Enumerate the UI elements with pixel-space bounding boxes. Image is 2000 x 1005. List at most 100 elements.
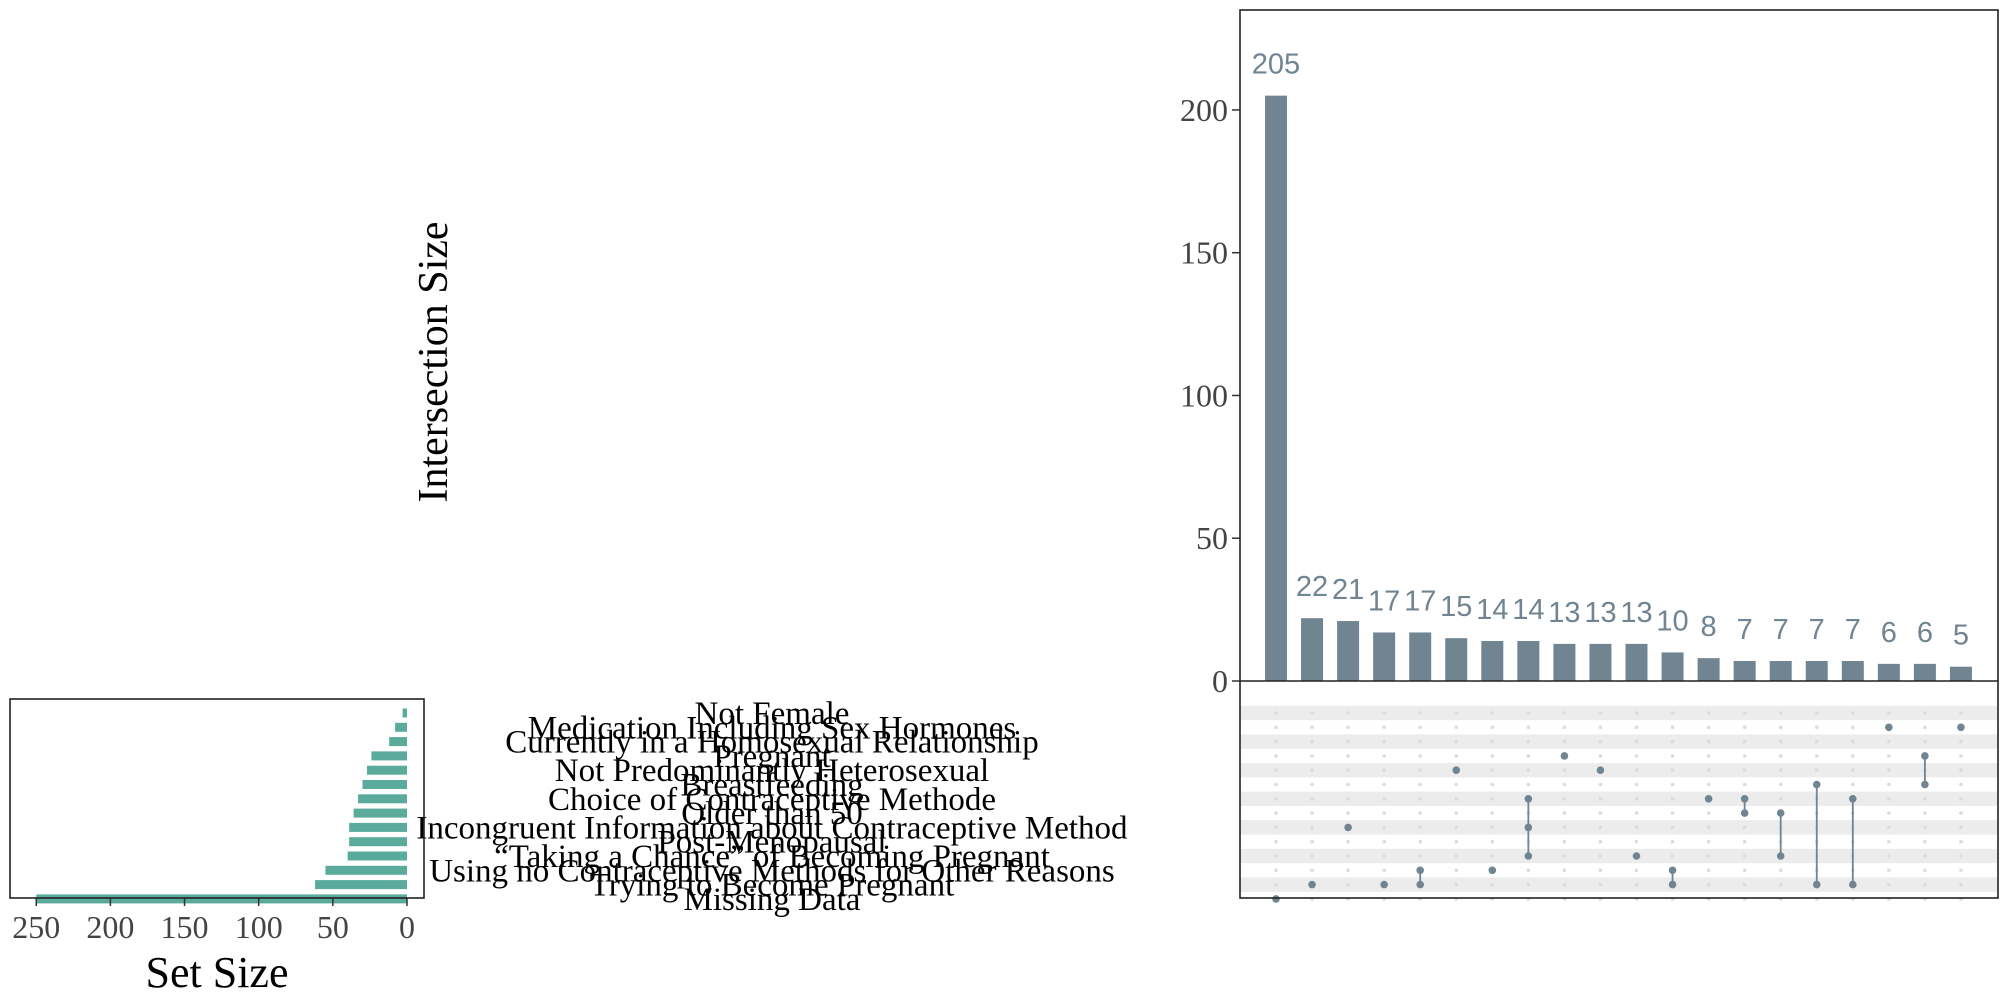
intersection-bar-label: 7: [1809, 614, 1825, 646]
y-tick-label: 100: [1180, 377, 1228, 413]
matrix-filled-dot: [1921, 780, 1929, 789]
matrix-empty-dot: [1562, 811, 1567, 815]
intersection-bar: [1661, 652, 1684, 681]
matrix-empty-dot: [1454, 825, 1459, 830]
matrix-empty-dot: [1778, 739, 1783, 744]
set-size-bar: [353, 808, 407, 818]
matrix-empty-dot: [1490, 854, 1495, 858]
set-size-bar: [325, 865, 407, 875]
matrix-empty-dot: [1706, 711, 1711, 715]
matrix-empty-dot: [1634, 768, 1639, 772]
matrix-empty-dot: [1778, 882, 1783, 887]
matrix-empty-dot: [1814, 725, 1819, 730]
set-size-panel-frame: [9, 698, 425, 899]
set-name-label: Breastfeeding: [680, 768, 863, 804]
intersection-bar-label: 7: [1737, 614, 1753, 646]
matrix-empty-dot: [1490, 797, 1495, 801]
matrix-empty-dot: [1310, 754, 1314, 758]
matrix-empty-dot: [1526, 711, 1531, 715]
matrix-empty-dot: [1382, 825, 1386, 830]
matrix-empty-dot: [1814, 711, 1819, 715]
matrix-empty-dot: [1742, 782, 1747, 787]
intersection-bar-label: 7: [1845, 614, 1861, 646]
matrix-empty-dot: [1310, 797, 1314, 801]
matrix-empty-dot: [1634, 839, 1639, 844]
matrix-empty-dot: [1418, 839, 1422, 844]
matrix-empty-dot: [1274, 811, 1278, 815]
matrix-empty-dot: [1959, 825, 1963, 830]
set-size-bar: [402, 708, 407, 718]
matrix-empty-dot: [1382, 739, 1386, 744]
matrix-empty-dot: [1562, 797, 1567, 801]
matrix-empty-dot: [1851, 739, 1855, 744]
matrix-empty-dot: [1382, 782, 1386, 787]
set-name-label: Using no Contraceptive Methods for Other…: [429, 853, 1115, 889]
set-size-bar: [349, 822, 407, 832]
matrix-row-stripe: [1240, 791, 1998, 806]
matrix-empty-dot: [1634, 882, 1639, 887]
matrix-empty-dot: [1346, 739, 1350, 744]
matrix-filled-dot: [1957, 723, 1965, 732]
set-name-label: Choice of Contraceptive Methode: [548, 782, 996, 818]
matrix-filled-dot: [1668, 880, 1677, 889]
matrix-empty-dot: [1310, 725, 1314, 730]
matrix-empty-dot: [1923, 797, 1927, 801]
matrix-empty-dot: [1742, 711, 1747, 715]
set-name-label: Pregnant: [713, 739, 830, 775]
matrix-empty-dot: [1490, 882, 1495, 887]
intersection-bar-label: 17: [1404, 585, 1436, 617]
matrix-empty-dot: [1959, 739, 1963, 744]
y-tick-label: 150: [1180, 235, 1228, 271]
y-tick-label: 50: [1196, 520, 1228, 556]
matrix-empty-dot: [1418, 754, 1422, 758]
matrix-filled-dot: [1524, 795, 1533, 803]
matrix-empty-dot: [1706, 868, 1711, 873]
matrix-empty-dot: [1634, 868, 1639, 873]
matrix-row-stripe: [1240, 763, 1998, 778]
matrix-empty-dot: [1346, 782, 1350, 787]
matrix-empty-dot: [1346, 882, 1350, 887]
matrix-empty-dot: [1887, 839, 1891, 844]
matrix-empty-dot: [1778, 754, 1783, 758]
matrix-empty-dot: [1742, 725, 1747, 730]
matrix-empty-dot: [1887, 711, 1891, 715]
matrix-empty-dot: [1598, 782, 1603, 787]
intersection-bar: [1373, 632, 1396, 681]
matrix-empty-dot: [1382, 725, 1386, 730]
matrix-filled-dot: [1524, 823, 1533, 832]
intersection-bar: [1841, 661, 1864, 681]
intersection-bar: [1949, 666, 1972, 681]
set-size-bar: [315, 880, 407, 890]
matrix-empty-dot: [1670, 782, 1675, 787]
matrix-empty-dot: [1598, 854, 1603, 858]
matrix-empty-dot: [1706, 768, 1711, 772]
matrix-empty-dot: [1454, 839, 1459, 844]
matrix-empty-dot: [1634, 725, 1639, 730]
matrix-empty-dot: [1634, 797, 1639, 801]
intersection-bar: [1553, 643, 1576, 681]
matrix-empty-dot: [1562, 768, 1567, 772]
matrix-empty-dot: [1382, 811, 1386, 815]
set-size-bar: [349, 837, 407, 847]
matrix-empty-dot: [1454, 882, 1459, 887]
matrix-empty-dot: [1887, 868, 1891, 873]
matrix-empty-dot: [1742, 768, 1747, 772]
matrix-empty-dot: [1418, 768, 1422, 772]
set-size-bar: [362, 780, 407, 789]
matrix-empty-dot: [1526, 868, 1531, 873]
matrix-empty-dot: [1598, 797, 1603, 801]
matrix-empty-dot: [1851, 782, 1855, 787]
matrix-empty-dot: [1706, 782, 1711, 787]
matrix-row-stripe: [1240, 848, 1998, 864]
matrix-empty-dot: [1310, 782, 1314, 787]
matrix-background: [1240, 705, 1998, 892]
matrix-empty-dot: [1310, 839, 1314, 844]
y-tick-label: 0: [1212, 663, 1228, 699]
intersection-bar-label: 6: [1917, 617, 1933, 649]
intersection-bar: [1445, 638, 1468, 681]
matrix-empty-dot: [1382, 797, 1386, 801]
matrix-empty-dot: [1562, 711, 1567, 715]
set-name-label: Older than 50: [681, 796, 862, 832]
matrix-filled-dot: [1849, 880, 1857, 889]
matrix-empty-dot: [1598, 754, 1603, 758]
